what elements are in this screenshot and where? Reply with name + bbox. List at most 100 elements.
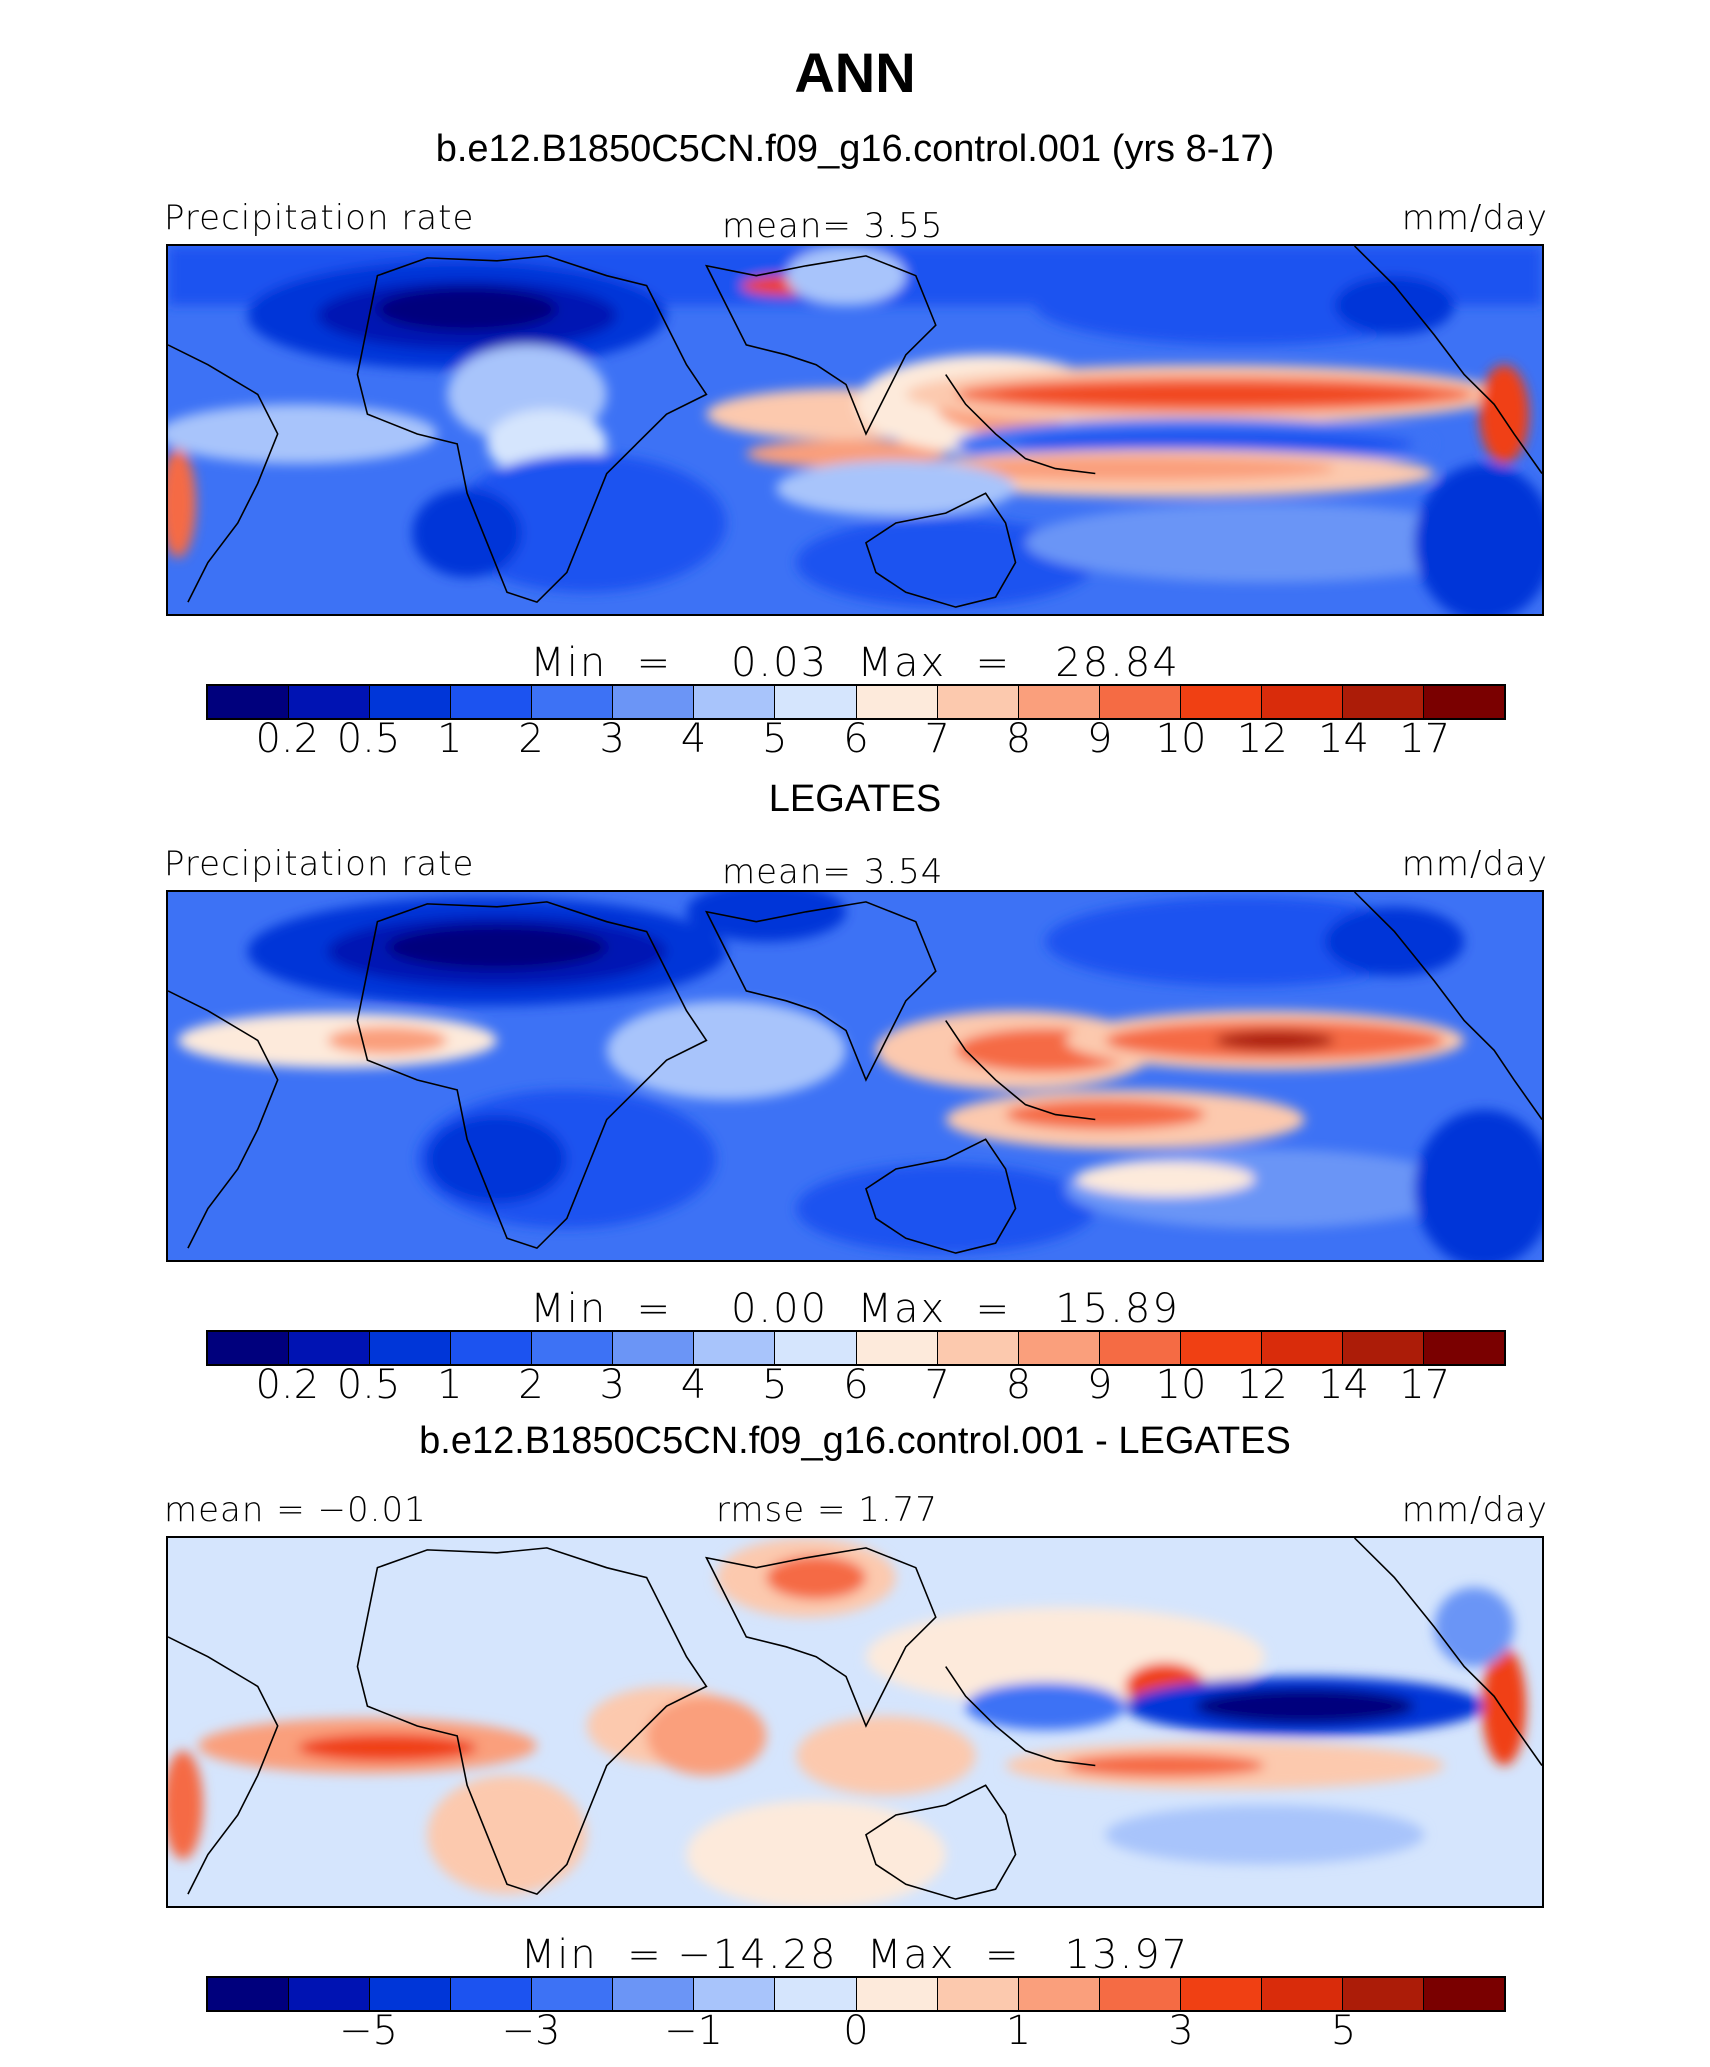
panel1-subtitle: b.e12.B1850C5CN.f09_g16.control.001 (yrs… [435,128,1275,170]
colorbar-swatch [1342,1978,1424,2010]
colorbar-swatch [856,686,938,718]
colorbar-swatch [1180,1978,1262,2010]
colorbar-tick-label: 3 [1168,2008,1194,2054]
colorbar-swatch [532,1332,614,1364]
colorbar-swatch [613,1978,695,2010]
colorbar-swatch [289,1332,371,1364]
panel3-subtitle: b.e12.B1850C5CN.f09_g16.control.001 - LE… [419,1420,1291,1462]
colorbar-swatch [1423,686,1504,718]
colorbar-tick-label: −5 [339,2008,398,2054]
colorbar-swatch [1180,686,1262,718]
colorbar-swatch [532,686,614,718]
panel3-minmax: Min = −14.28 Max = 13.97 [520,1932,1190,1978]
panel3-colorbar-ticks: −5 −3 −1 0 1 3 5 [206,2008,1506,2056]
colorbar-tick-label: −1 [664,2008,723,2054]
colorbar-tick-label: 1 [1005,2008,1032,2054]
colorbar-swatch [451,1978,533,2010]
colorbar-tick-label: 5 [762,1362,788,1408]
colorbar-swatch [289,686,371,718]
colorbar-swatch [451,1332,533,1364]
colorbar-tick-label: 3 [599,716,625,762]
colorbar-tick-label: 14 [1318,1362,1369,1408]
panel2-units-label: mm/day [1401,844,1548,884]
colorbar-tick-label: 6 [843,716,869,762]
colorbar-swatch [451,686,533,718]
colorbar-swatch [937,686,1019,718]
colorbar-swatch [1261,1332,1343,1364]
colorbar-swatch [1261,686,1343,718]
colorbar-tick-label: 9 [1087,1362,1113,1408]
colorbar-tick-label: 0.2 [255,716,320,762]
page-title: ANN [794,41,916,104]
colorbar-swatch [694,1978,776,2010]
colorbar-tick-label: 12 [1236,1362,1288,1408]
panel2-colorbar [206,1330,1506,1366]
colorbar-tick-label: 3 [599,1362,625,1408]
panel2-map [166,890,1544,1262]
colorbar-swatch [694,1332,776,1364]
colorbar-tick-label: 2 [518,1362,544,1408]
colorbar-tick-label: 0.2 [255,1362,320,1408]
colorbar-swatch [1342,1332,1424,1364]
colorbar-tick-label: 0.5 [336,1362,401,1408]
panel3-map [166,1536,1544,1908]
colorbar-tick-label: 0.5 [336,716,401,762]
colorbar-swatch [856,1978,938,2010]
colorbar-tick-label: 5 [762,716,788,762]
colorbar-swatch [694,686,776,718]
colorbar-swatch [1099,1978,1181,2010]
colorbar-tick-label: 12 [1236,716,1288,762]
colorbar-tick-label: 14 [1318,716,1369,762]
colorbar-tick-label: 9 [1087,716,1113,762]
colorbar-tick-label: 6 [843,1362,869,1408]
colorbar-swatch [1261,1978,1343,2010]
colorbar-swatch [1423,1332,1504,1364]
colorbar-swatch [1423,1978,1504,2010]
colorbar-swatch [370,1332,452,1364]
colorbar-swatch [532,1978,614,2010]
panel1-colorbar [206,684,1506,720]
panel1-minmax: Min = 0.03 Max = 28.84 [530,640,1180,686]
panel2-minmax: Min = 0.00 Max = 15.89 [530,1286,1180,1332]
colorbar-swatch [370,686,452,718]
colorbar-tick-label: 10 [1155,716,1207,762]
colorbar-swatch [208,1978,290,2010]
panel2-subtitle: LEGATES [768,778,942,820]
colorbar-swatch [1342,686,1424,718]
colorbar-swatch [208,686,290,718]
panel3-rmse-label: rmse = 1.77 [716,1490,938,1530]
panel3-mean-label: mean = −0.01 [164,1490,427,1530]
colorbar-swatch [1018,1978,1100,2010]
panel1-units-label: mm/day [1401,198,1548,238]
colorbar-swatch [1180,1332,1262,1364]
panel1-variable-label: Precipitation rate [164,198,475,238]
panel1-colorbar-ticks: 0.2 0.5 1 2 3 4 5 6 7 8 9 10 12 14 17 [206,716,1506,764]
panel1-map [166,244,1544,616]
colorbar-swatch [613,1332,695,1364]
colorbar-swatch [937,1332,1019,1364]
panel2-variable-label: Precipitation rate [164,844,475,884]
colorbar-tick-label: 17 [1399,1362,1451,1408]
colorbar-tick-label: 8 [1005,716,1032,762]
colorbar-swatch [370,1978,452,2010]
colorbar-swatch [208,1332,290,1364]
colorbar-tick-label: 1 [437,1362,463,1408]
panel2-mean-label: mean= 3.54 [722,852,944,892]
panel3-colorbar [206,1976,1506,2012]
colorbar-tick-label: 0 [843,2008,869,2054]
colorbar-tick-label: 4 [680,1362,707,1408]
colorbar-swatch [289,1978,371,2010]
colorbar-tick-label: 7 [924,1362,950,1408]
panel2-colorbar-ticks: 0.2 0.5 1 2 3 4 5 6 7 8 9 10 12 14 17 [206,1362,1506,1410]
colorbar-swatch [1099,686,1181,718]
colorbar-tick-label: 10 [1155,1362,1207,1408]
colorbar-tick-label: −3 [501,2008,561,2054]
colorbar-swatch [856,1332,938,1364]
colorbar-swatch [613,686,695,718]
panel1-mean-label: mean= 3.55 [722,206,944,246]
colorbar-tick-label: 8 [1005,1362,1032,1408]
colorbar-swatch [1018,1332,1100,1364]
colorbar-swatch [775,1332,857,1364]
colorbar-tick-label: 5 [1330,2008,1357,2054]
colorbar-swatch [775,686,857,718]
